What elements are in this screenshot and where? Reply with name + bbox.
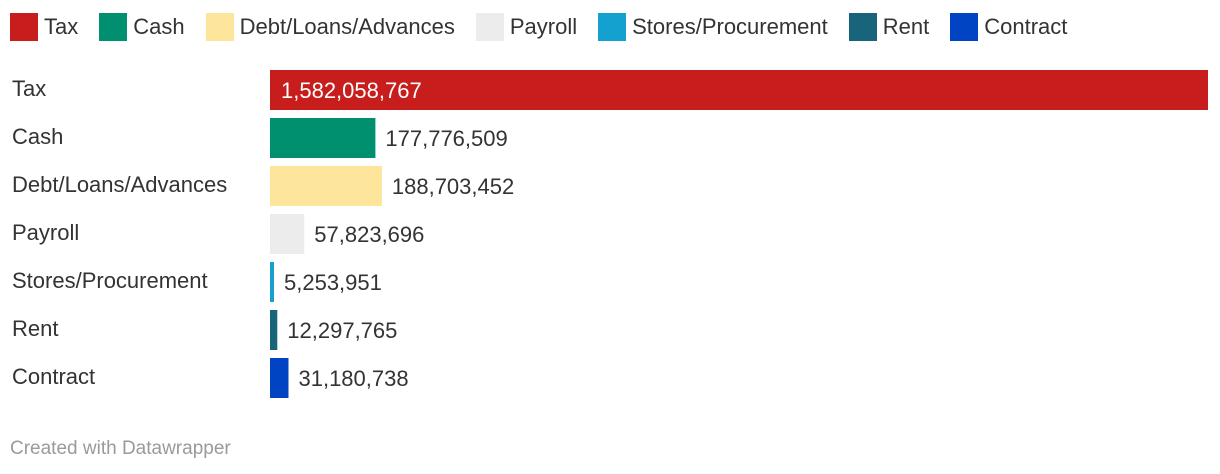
- legend-swatch: [205, 13, 234, 41]
- legend-label: Tax: [44, 14, 79, 39]
- value-label-rent: 12,297,765: [287, 318, 397, 343]
- value-label-contract: 31,180,738: [298, 366, 408, 391]
- value-label-tax: 1,582,058,767: [281, 78, 422, 103]
- legend-label: Cash: [133, 14, 185, 39]
- category-label-cash: Cash: [12, 124, 63, 149]
- legend-swatch: [848, 13, 877, 41]
- legend-item-contract: Contract: [950, 13, 1067, 41]
- bar-stores-procurement: [270, 262, 274, 302]
- legend-item-stores-procurement: Stores/Procurement: [598, 13, 828, 41]
- bar-tax: [270, 70, 1208, 110]
- bar-chart: Tax 1,582,058,767 Cash 177,776,509 Debt/Loan…: [12, 70, 1208, 398]
- legend-swatch: [950, 13, 979, 41]
- legend-item-cash: Cash: [99, 13, 185, 41]
- legend-label: Payroll: [509, 14, 578, 39]
- bar-payroll: [270, 214, 305, 254]
- category-label-debt-loans-advances: Debt/Loans/Advances: [12, 172, 227, 197]
- legend-label: Stores/Procurement: [632, 14, 828, 39]
- bar-rent: [270, 310, 278, 350]
- value-label-debt-loans-advances: 188,703,452: [392, 174, 514, 199]
- value-label-stores-procurement: 5,253,951: [284, 270, 382, 295]
- category-label-rent: Rent: [12, 316, 58, 341]
- category-label-payroll: Payroll: [12, 220, 79, 245]
- legend-swatch: [475, 13, 504, 41]
- legend-label: Rent: [882, 14, 930, 39]
- bar-cash: [270, 118, 376, 158]
- legend-item-rent: Rent: [848, 13, 930, 41]
- bar-debt-loans-advances: [270, 166, 382, 206]
- legend-swatch: [99, 13, 128, 41]
- legend-label: Debt/Loans/Advances: [239, 14, 455, 39]
- legend-item-debt-loans-advances: Debt/Loans/Advances: [205, 13, 455, 41]
- value-label-payroll: 57,823,696: [314, 222, 424, 247]
- legend-swatch: [598, 13, 627, 41]
- legend-item-tax: Tax: [10, 13, 78, 41]
- legend-item-payroll: Payroll: [475, 13, 578, 41]
- legend-label: Contract: [984, 14, 1068, 39]
- bar-contract: [270, 358, 289, 398]
- category-label-stores-procurement: Stores/Procurement: [12, 268, 208, 293]
- category-label-contract: Contract: [12, 364, 95, 389]
- category-label-tax: Tax: [12, 76, 46, 101]
- legend-swatch: [10, 13, 38, 41]
- footer-credit: Created with Datawrapper: [10, 438, 231, 459]
- value-label-cash: 177,776,509: [385, 126, 507, 151]
- chart-legend: Tax Cash Debt/Loans/Advances Payroll Stores/…: [10, 12, 1088, 42]
